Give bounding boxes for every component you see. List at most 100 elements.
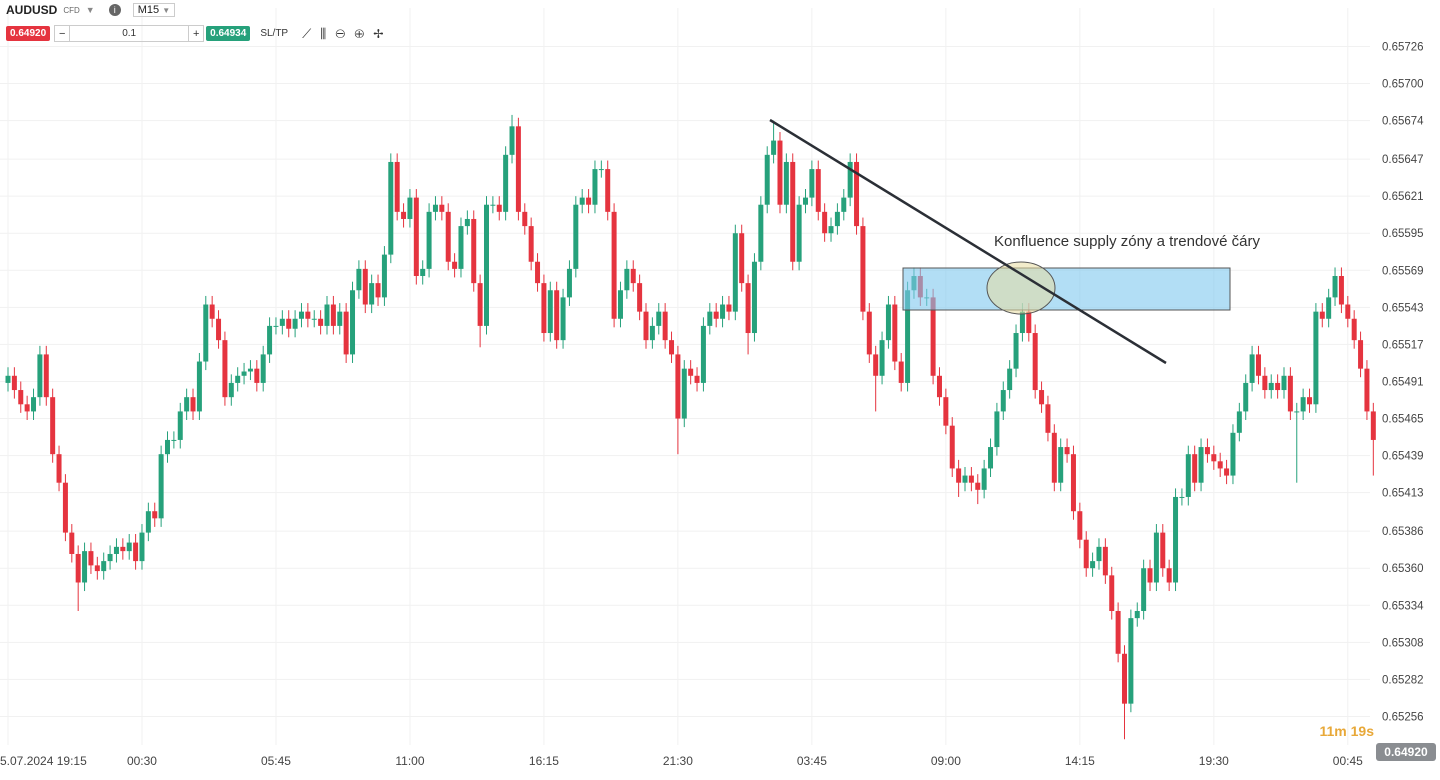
candle-body <box>879 340 885 376</box>
candle-body <box>554 290 560 341</box>
candle-body <box>611 211 617 319</box>
candle-body <box>1307 397 1313 405</box>
y-tick-label: 0.65674 <box>1382 116 1424 128</box>
candle-body <box>1141 568 1147 611</box>
x-tick-label: 05:45 <box>261 754 291 768</box>
candle-body <box>1090 561 1096 569</box>
candle-body <box>560 297 566 341</box>
timer: 11m 19s <box>1320 723 1375 739</box>
y-axis: 0.65726 0.65700 0.65674 0.65647 0.65621 0.655… <box>1382 41 1424 723</box>
candle-body <box>471 218 477 284</box>
candle-body <box>956 468 962 483</box>
candle-body <box>343 311 349 355</box>
lot-plus[interactable]: + <box>188 25 205 42</box>
candle-body <box>892 304 898 362</box>
candle-body <box>790 161 796 262</box>
x-tick-label: 00:45 <box>1333 754 1363 768</box>
candle-body <box>656 311 662 326</box>
candle-body <box>1032 333 1038 391</box>
candle-body <box>69 532 75 554</box>
candle-body <box>1224 468 1230 476</box>
lot-input[interactable]: 0.1 <box>70 25 189 42</box>
candle-body <box>1039 390 1045 405</box>
candle-body <box>988 447 994 469</box>
candle-body <box>1102 546 1108 576</box>
candle-body <box>496 204 502 212</box>
candle-body <box>24 404 30 412</box>
x-tick-label: 09:00 <box>931 754 961 768</box>
candle-body <box>177 411 183 440</box>
candle-body <box>31 397 37 412</box>
candle-body <box>260 354 266 383</box>
y-tick-label: 0.65465 <box>1382 414 1424 426</box>
buy-button[interactable]: 0.64934 <box>206 26 251 41</box>
candles <box>5 114 1376 740</box>
timeframe[interactable]: M15 ▼ <box>132 3 176 17</box>
candle-body <box>1338 276 1344 305</box>
candle-body <box>847 161 853 198</box>
y-tick-label: 0.65700 <box>1382 79 1424 91</box>
candle-body <box>1345 304 1351 319</box>
candle-body <box>860 226 866 312</box>
candle-body <box>643 311 649 341</box>
candle-body <box>113 546 119 554</box>
candle-body <box>841 197 847 212</box>
candle-body <box>120 546 126 552</box>
y-tick-label: 0.65386 <box>1382 526 1424 538</box>
candle-body <box>720 304 726 319</box>
sltp-button[interactable]: SL/TP <box>260 28 289 39</box>
candle-body <box>1249 354 1255 383</box>
candle-body <box>324 304 330 326</box>
candle-body <box>1236 411 1242 433</box>
candle-body <box>1204 447 1210 455</box>
candle-body <box>490 204 496 206</box>
sell-button[interactable]: 0.64920 <box>6 26 51 41</box>
candle-body <box>362 268 368 305</box>
candle-body <box>962 475 968 483</box>
chart-tools[interactable]: ⟋⫼⊖⊕✢ <box>302 25 393 41</box>
candle-body <box>975 482 981 490</box>
candle-body <box>905 290 911 383</box>
x-tick-label: 14:15 <box>1065 754 1095 768</box>
candle-body <box>75 553 81 583</box>
supply-zone <box>902 267 1231 311</box>
symbol[interactable]: AUDUSD <box>6 3 58 17</box>
y-tick-label: 0.65256 <box>1382 711 1424 723</box>
x-tick-label: 21:30 <box>663 754 693 768</box>
candle-body <box>401 211 407 219</box>
symbol-dropdown[interactable]: ▼ <box>85 5 95 15</box>
lot-minus[interactable]: − <box>54 25 71 42</box>
candle-body <box>350 290 356 355</box>
candle-body <box>158 454 164 519</box>
candle-body <box>413 197 419 276</box>
candle-body <box>573 204 579 269</box>
info-icon[interactable]: i <box>108 4 121 16</box>
candle-body <box>477 283 483 326</box>
price-label: 0.64920 <box>1384 745 1428 759</box>
candle-body <box>318 318 324 326</box>
price-badge <box>1376 743 1436 761</box>
candle-body <box>56 454 62 483</box>
candle-body <box>330 304 336 326</box>
candle-body <box>598 169 604 171</box>
y-tick-label: 0.65517 <box>1382 339 1424 351</box>
candle-body <box>171 439 177 441</box>
candle-body <box>426 211 432 269</box>
y-tick-label: 0.65413 <box>1382 488 1424 500</box>
candle-body <box>101 561 107 572</box>
candle-body <box>1319 311 1325 319</box>
candle-body <box>273 325 279 327</box>
candle-body <box>1326 297 1332 319</box>
candle-body <box>566 268 572 298</box>
candle-body <box>649 325 655 341</box>
candle-body <box>1019 311 1025 334</box>
candle-body <box>1198 447 1204 483</box>
candle-body <box>1179 496 1185 498</box>
x-tick-label: 00:30 <box>127 754 157 768</box>
candle-body <box>311 318 317 320</box>
candle-body <box>216 318 222 341</box>
y-tick-label: 0.65647 <box>1382 154 1424 166</box>
candle-body <box>1070 454 1076 512</box>
candle-body <box>241 371 247 376</box>
candle-body <box>1185 454 1191 497</box>
